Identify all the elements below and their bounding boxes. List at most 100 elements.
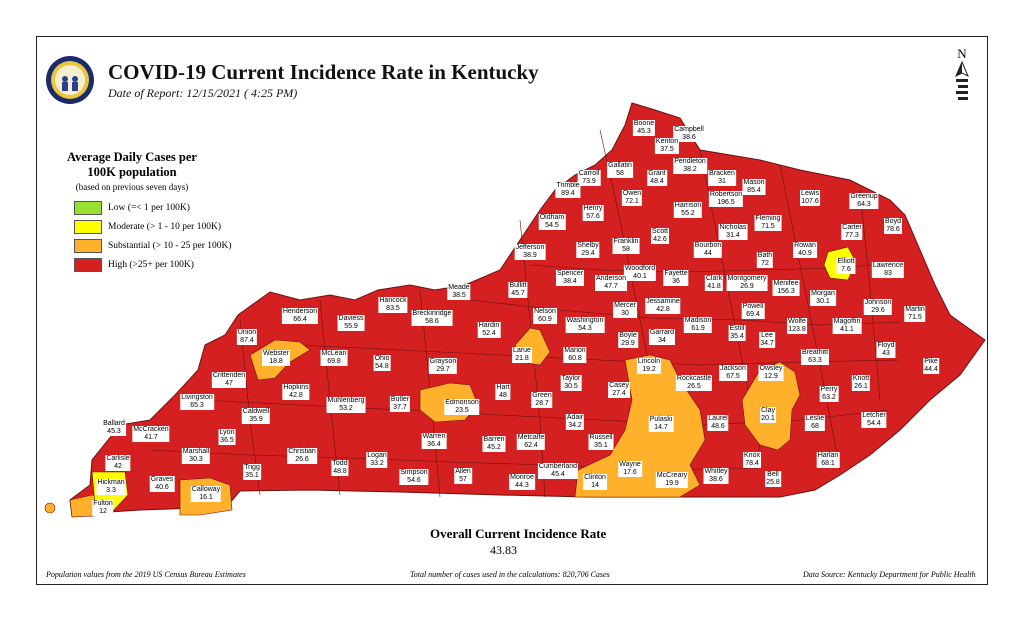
county-rate: 37.5: [660, 146, 674, 153]
county-label-pendleton: Pendleton 38.2: [673, 158, 707, 174]
county-name: Lewis: [801, 190, 819, 197]
county-rate: 54.5: [545, 222, 559, 229]
county-name: Kenton: [655, 138, 679, 145]
county-label-robertson: Robertson 196.5: [708, 191, 744, 207]
county-label-lawrence: Lawrence 83: [871, 262, 905, 278]
county-name: Simpson: [400, 469, 428, 476]
county-label-carter: Carter 77.3: [841, 224, 863, 240]
county-name: Washington: [566, 317, 604, 324]
county-name: Nelson: [534, 308, 556, 315]
county-rate: 67.5: [726, 373, 740, 380]
county-name: Montgomery: [727, 275, 767, 282]
county-name: Graves: [150, 476, 174, 483]
county-rate: 58: [622, 246, 630, 253]
county-name: Anderson: [596, 275, 626, 282]
county-name: Boyd: [885, 218, 901, 225]
county-rate: 68.1: [821, 460, 835, 467]
county-name: Clark: [705, 275, 723, 282]
county-label-ballard: Ballard 45.3: [102, 420, 126, 436]
county-label-calloway: Calloway 16.1: [190, 486, 222, 502]
legend-label-substantial: Substantial (> 10 - 25 per 100K): [108, 241, 232, 251]
county-name: Madison: [684, 317, 712, 324]
legend: Average Daily Cases per 100K population …: [62, 150, 262, 272]
county-rate: 12.9: [764, 373, 778, 380]
county-rate: 58: [616, 170, 624, 177]
county-label-leslie: Leslie 68: [804, 415, 826, 431]
county-name: Marshall: [182, 448, 210, 455]
county-name: Monroe: [510, 474, 534, 481]
county-name: Fayette: [664, 270, 688, 277]
county-name: Barren: [483, 436, 505, 443]
county-rate: 60.9: [538, 316, 552, 323]
county-rate: 68: [811, 423, 819, 430]
county-rate: 31.4: [726, 232, 740, 239]
county-rate: 54.3: [578, 325, 592, 332]
legend-item-high: High (>25+ per 100K): [74, 258, 194, 272]
county-rate: 40.9: [798, 250, 812, 257]
county-label-bracken: Bracken 31: [708, 170, 736, 186]
county-name: Adair: [566, 414, 584, 421]
county-label-clay: Clay 20.1: [759, 407, 777, 423]
county-label-knox: Knox 78.4: [743, 452, 761, 468]
county-name: Pulaski: [649, 416, 673, 423]
county-name: Livingston: [181, 394, 213, 401]
county-rate: 12: [99, 508, 107, 515]
county-rate: 71.5: [761, 223, 775, 230]
county-rate: 63.2: [822, 394, 836, 401]
county-label-lee: Lee 34.7: [759, 332, 775, 348]
county-label-knott: Knott 26.1: [851, 375, 871, 391]
county-rate: 44: [704, 250, 712, 257]
county-name: Carter: [842, 224, 862, 231]
county-label-logan: Logan 33.2: [366, 452, 388, 468]
county-label-bullitt: Bullitt 45.7: [508, 282, 528, 298]
county-name: Leslie: [805, 415, 825, 422]
county-rate: 43: [882, 350, 890, 357]
county-name: Gallatin: [608, 162, 632, 169]
county-rate: 47: [225, 380, 233, 387]
county-rate: 35.1: [245, 472, 259, 479]
county-label-livingston: Livingston 65.3: [180, 394, 214, 410]
county-rate: 38.9: [523, 252, 537, 259]
county-label-barren: Barren 45.2: [482, 436, 506, 452]
county-name: Owsley: [759, 365, 783, 372]
county-rate: 77.3: [845, 232, 859, 239]
county-rate: 3.3: [106, 487, 116, 494]
county-name: McCracken: [133, 426, 169, 433]
county-name: Caldwell: [242, 408, 270, 415]
county-label-hopkins: Hopkins 42.8: [282, 384, 310, 400]
county-name: Whitley: [704, 468, 728, 475]
county-rate: 41.7: [144, 434, 158, 441]
county-label-boone: Boone 45.3: [632, 120, 656, 136]
county-rate: 18.8: [269, 358, 283, 365]
county-rate: 45.3: [107, 428, 121, 435]
county-name: Marion: [564, 347, 586, 354]
county-label-johnson: Johnson 29.6: [863, 299, 893, 315]
county-rate: 19.9: [665, 480, 679, 487]
county-rate: 44.3: [515, 482, 529, 489]
county-label-fulton: Fulton 12: [92, 500, 114, 516]
county-label-hardin: Hardin 52.4: [477, 322, 501, 338]
county-rate: 55.9: [344, 323, 358, 330]
legend-label-high: High (>25+ per 100K): [108, 260, 194, 270]
county-name: Spencer: [556, 270, 584, 277]
county-rate: 38.5: [452, 292, 466, 299]
county-name: Perry: [820, 386, 838, 393]
county-name: Ballard: [103, 420, 125, 427]
county-rate: 87.4: [240, 337, 254, 344]
county-rate: 23.5: [455, 407, 469, 414]
county-rate: 45.3: [637, 128, 651, 135]
county-label-boyd: Boyd 78.6: [884, 218, 902, 234]
county-rate: 69.4: [746, 311, 760, 318]
county-label-grant: Grant 48.4: [647, 170, 667, 186]
county-rate: 54.8: [375, 363, 389, 370]
county-label-jackson: Jackson 67.5: [719, 365, 747, 381]
county-name: Bath: [757, 252, 773, 259]
county-label-magoffin: Magoffin 41.1: [832, 318, 862, 334]
county-name: Webster: [263, 350, 289, 357]
county-rate: 35.9: [249, 416, 263, 423]
county-rate: 41.8: [707, 283, 721, 290]
county-label-mclean: McLean 69.8: [320, 350, 348, 366]
county-label-harlan: Harlan 68.1: [816, 452, 840, 468]
county-label-rockcastle: Rockcastle 26.5: [675, 375, 713, 391]
county-label-bell: Bell 25.8: [765, 471, 781, 487]
